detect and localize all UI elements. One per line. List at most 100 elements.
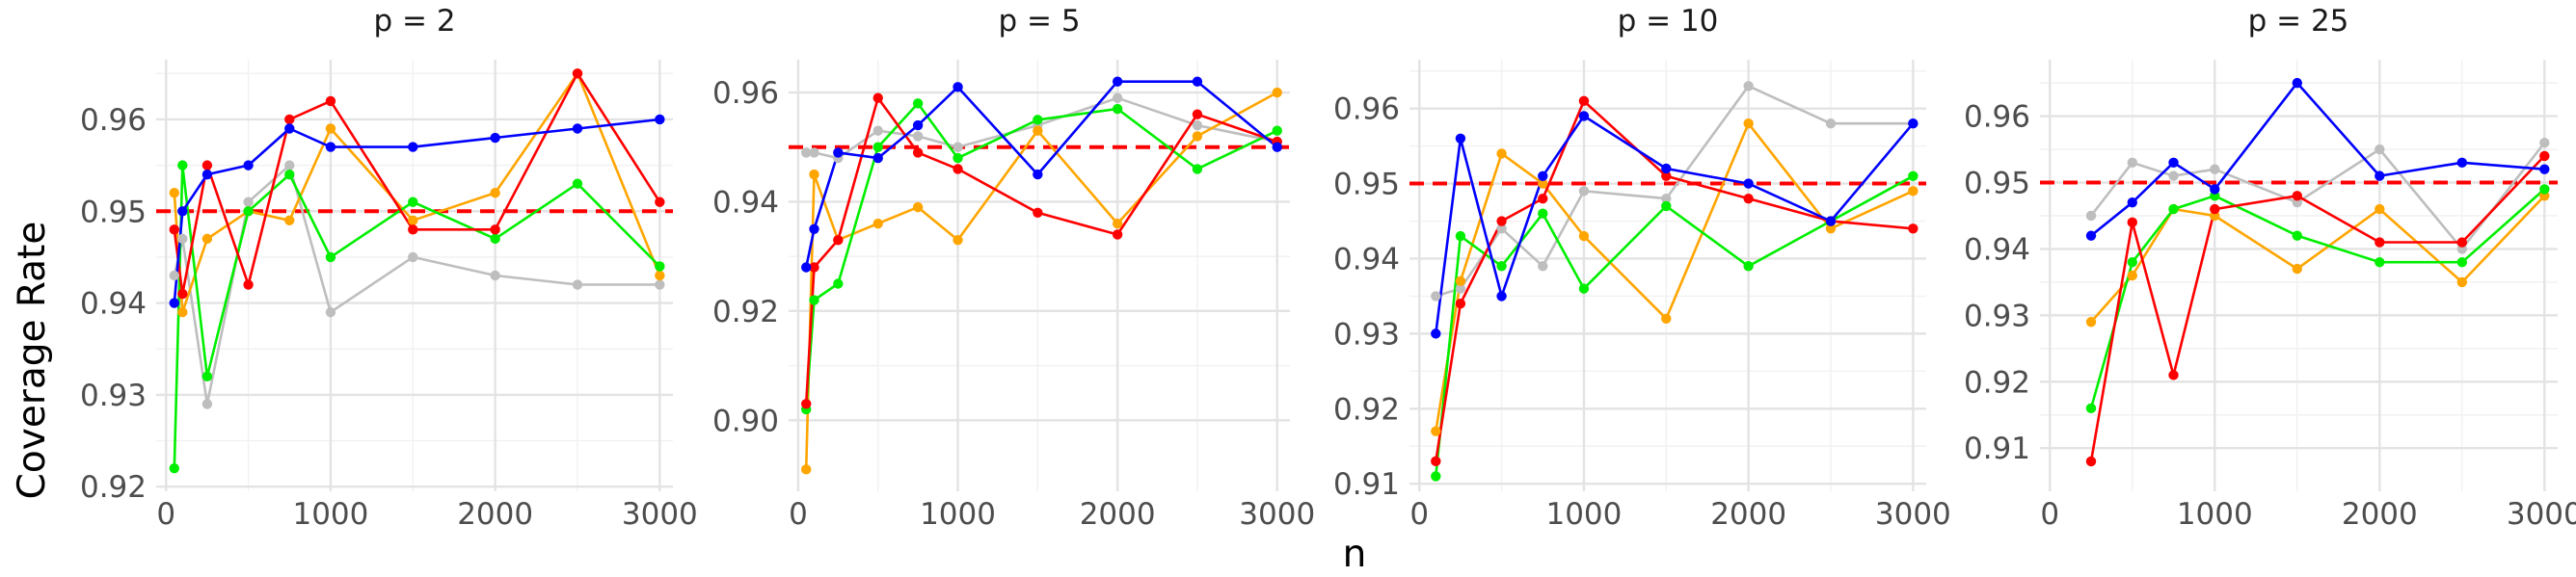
y-tick-label: 0.91 — [1964, 432, 2030, 466]
data-point — [872, 92, 883, 103]
data-point — [2292, 191, 2302, 201]
y-tick-label: 0.94 — [1964, 232, 2030, 267]
panels: 0 1000 2000 3000 0.92 0.93 0.94 0.95 0.96 p = 2 0 1… — [80, 4, 2576, 532]
data-point — [2292, 77, 2302, 89]
data-point — [2168, 157, 2179, 169]
data-point — [1431, 291, 1441, 302]
data-point — [1455, 299, 1466, 309]
data-point — [2168, 370, 2179, 380]
data-point — [243, 160, 254, 170]
data-point — [1578, 283, 1590, 294]
panel-3: 0 1000 2000 3000 0.91 0.92 0.93 0.94 0.95 0.96 p =… — [1333, 4, 1951, 532]
data-point — [1538, 208, 1548, 219]
x-tick-label: 2000 — [1710, 497, 1786, 532]
data-point — [1661, 163, 1672, 174]
data-point — [1272, 87, 1282, 98]
data-point — [1661, 170, 1672, 181]
data-point — [953, 164, 963, 174]
data-point — [801, 399, 812, 409]
data-point — [912, 147, 924, 158]
data-point — [243, 197, 254, 207]
data-point — [872, 152, 883, 164]
data-point — [809, 223, 819, 234]
data-point — [325, 306, 336, 318]
data-point — [1033, 169, 1043, 180]
data-point — [243, 206, 254, 217]
data-point — [801, 262, 812, 273]
data-point — [284, 169, 295, 180]
data-point — [1538, 193, 1548, 204]
data-point — [169, 188, 179, 198]
data-point — [1743, 81, 1754, 92]
x-tick-label: 0 — [2040, 497, 2059, 532]
data-point — [201, 169, 213, 180]
data-point — [912, 201, 924, 213]
y-tick-label: 0.96 — [1333, 92, 1400, 127]
series-line — [173, 118, 660, 303]
data-point — [833, 278, 844, 289]
y-tick-label: 0.96 — [1964, 100, 2030, 135]
x-tick-label: 2000 — [2342, 497, 2418, 532]
data-point — [325, 95, 336, 107]
data-point — [2085, 230, 2097, 241]
data-point — [1825, 118, 1837, 129]
data-point — [169, 462, 179, 474]
data-point — [284, 215, 295, 226]
data-point — [201, 399, 213, 409]
series-line — [2089, 155, 2546, 462]
y-tick-label: 0.91 — [1333, 467, 1400, 502]
x-tick-label: 0 — [1409, 497, 1429, 532]
data-point — [833, 147, 844, 158]
series-line — [804, 91, 1278, 470]
y-axis-title: Coverage Rate — [11, 222, 54, 500]
data-point — [572, 68, 583, 79]
data-point — [953, 152, 963, 164]
data-point — [2539, 137, 2550, 148]
data-point — [2168, 203, 2179, 215]
series-line — [173, 164, 661, 469]
data-point — [1825, 216, 1837, 226]
data-point — [2456, 157, 2468, 169]
data-point — [809, 147, 819, 158]
series-line — [173, 72, 661, 296]
y-tick-label: 0.93 — [80, 379, 147, 413]
data-point — [1431, 328, 1441, 339]
data-point — [325, 142, 336, 152]
data-point — [1272, 142, 1282, 152]
y-tick-label: 0.92 — [1964, 365, 2030, 400]
data-point — [655, 114, 665, 125]
y-tick-label: 0.93 — [1333, 317, 1400, 352]
y-tick-label: 0.96 — [712, 76, 779, 111]
data-point — [284, 123, 295, 134]
y-tick-label: 0.93 — [1964, 299, 2030, 333]
data-point — [912, 119, 924, 131]
data-point — [2210, 164, 2220, 174]
data-point — [872, 142, 883, 152]
data-point — [408, 224, 418, 235]
y-tick-label: 0.90 — [712, 404, 779, 438]
data-point — [177, 306, 188, 318]
data-point — [2127, 270, 2137, 281]
data-point — [201, 160, 213, 170]
data-point — [2127, 217, 2137, 228]
x-tick-label: 1000 — [292, 497, 368, 532]
series-line — [806, 96, 1278, 160]
data-point — [177, 206, 188, 217]
x-tick-label: 3000 — [2507, 497, 2576, 532]
data-point — [2375, 237, 2385, 248]
data-point — [284, 114, 295, 125]
data-point — [2375, 257, 2385, 268]
data-point — [912, 131, 924, 142]
data-point — [2210, 203, 2220, 215]
data-point — [1192, 119, 1203, 131]
series-line — [2090, 81, 2545, 237]
data-point — [872, 125, 883, 136]
series-line — [2089, 142, 2546, 250]
data-point — [809, 262, 819, 273]
data-point — [284, 160, 295, 170]
data-point — [1272, 125, 1282, 136]
data-point — [833, 234, 844, 246]
data-point — [408, 251, 418, 263]
x-axis-title: n — [1343, 533, 1367, 576]
